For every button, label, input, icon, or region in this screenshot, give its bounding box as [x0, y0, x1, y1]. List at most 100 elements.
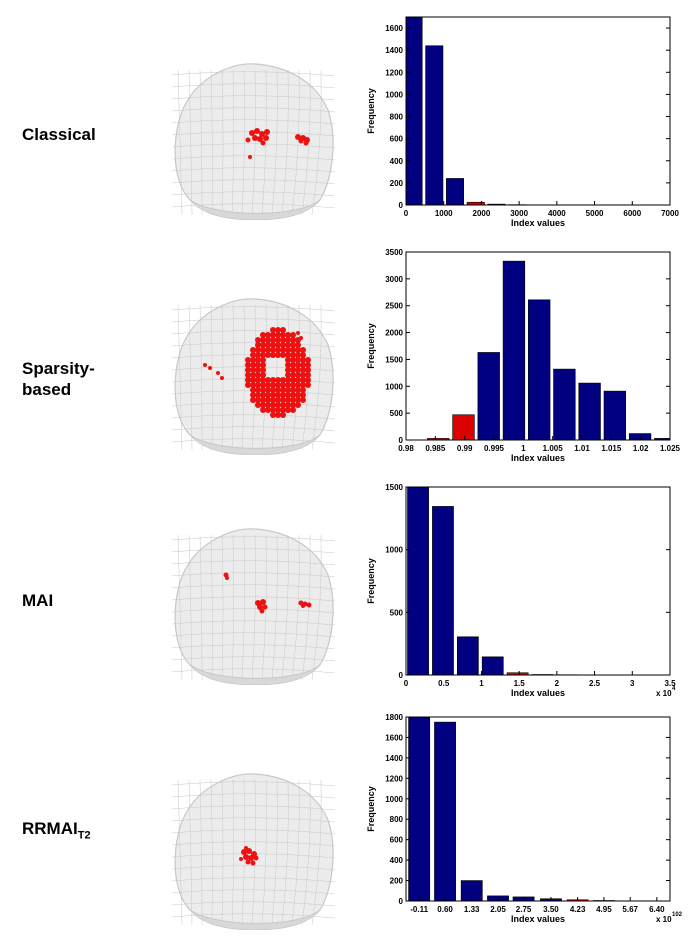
- histogram-bar: [553, 368, 576, 441]
- activation-dot: [255, 357, 261, 363]
- x-tick-label: 1000: [435, 209, 453, 218]
- x-tick-label: 0.98: [398, 444, 414, 453]
- histogram-bar: [408, 716, 431, 902]
- x-tick-label: 5.67: [622, 905, 638, 914]
- mesh-line: [171, 143, 336, 149]
- activation-dot: [265, 377, 271, 383]
- brain-base-rim: [189, 199, 321, 220]
- histogram-bar: [528, 299, 551, 441]
- activation-dot: [295, 382, 301, 388]
- brain-image-sparsity: [171, 298, 336, 455]
- mesh-line: [261, 779, 267, 926]
- mesh-line: [171, 536, 336, 542]
- mesh-line: [311, 69, 322, 216]
- mesh-line: [311, 779, 322, 926]
- activation-cluster: [239, 846, 259, 866]
- mesh-line: [171, 83, 336, 89]
- activation-dot: [265, 407, 271, 413]
- mesh-line: [221, 69, 224, 216]
- activation-dot: [295, 347, 301, 353]
- activation-dot: [290, 387, 296, 393]
- activation-dot: [255, 342, 261, 348]
- mesh-line: [210, 534, 213, 681]
- activation-dot: [290, 367, 296, 373]
- activation-dot: [300, 377, 306, 383]
- mesh-line: [171, 668, 336, 674]
- y-tick-label: 1200: [385, 774, 403, 783]
- mesh-line: [271, 779, 278, 926]
- activation-dot: [300, 387, 306, 393]
- mesh-line: [171, 620, 336, 626]
- mesh-line: [231, 69, 235, 216]
- mesh-line: [199, 779, 203, 926]
- activation-dot: [290, 402, 296, 408]
- mesh-line: [171, 71, 336, 77]
- activation-dot: [250, 357, 256, 363]
- activation-dot: [245, 377, 251, 383]
- x-tick-label: 6.40: [649, 905, 665, 914]
- activation-dot: [275, 397, 281, 403]
- brain-image-mai: [171, 528, 336, 685]
- activation-dot: [275, 337, 281, 343]
- x-tick-label: 0.99: [457, 444, 473, 453]
- axes-frame: [405, 251, 671, 441]
- activation-dot: [295, 342, 301, 348]
- activation-dot: [265, 402, 271, 408]
- activation-dot: [260, 397, 266, 403]
- activation-dot: [255, 347, 261, 353]
- x-multiplier-exponent: 4: [672, 686, 676, 692]
- x-tick-label: 1.015: [601, 444, 622, 453]
- activation-dot: [280, 402, 286, 408]
- mesh-line: [171, 829, 336, 835]
- histogram-bar: [502, 260, 526, 441]
- x-tick-label: 1: [521, 444, 526, 453]
- activation-dot: [280, 387, 286, 393]
- mesh-line: [311, 304, 322, 451]
- mesh-line: [291, 534, 300, 681]
- activation-dot: [275, 407, 281, 413]
- y-tick-label: 0: [399, 671, 404, 680]
- activation-dot: [270, 327, 276, 333]
- y-axis-label: Frequency: [366, 558, 376, 604]
- y-tick-label: 500: [390, 608, 404, 617]
- x-tick-label: 0.995: [484, 444, 505, 453]
- activation-dot: [300, 347, 306, 353]
- activation-dot: [280, 347, 286, 353]
- x-tick-label: 2: [555, 679, 560, 688]
- y-tick-label: 0: [399, 436, 404, 445]
- x-tick-label: 7000: [661, 209, 679, 218]
- mesh-line: [171, 596, 336, 602]
- mesh-line: [171, 901, 336, 907]
- y-tick-label: 800: [390, 113, 404, 122]
- mesh-line: [171, 584, 336, 590]
- histogram-mai: 0 500 1000 1500 0 0.5 1 1.5 2 2.5 3 3.5 Index values…: [366, 483, 676, 698]
- mesh-line: [171, 167, 336, 173]
- y-tick-label: 0: [399, 897, 404, 906]
- activation-dot: [285, 347, 291, 353]
- mesh-line: [171, 781, 336, 787]
- activation-dot: [265, 332, 271, 338]
- activation-dot: [285, 377, 291, 383]
- activation-dot: [285, 407, 291, 413]
- mesh-line: [241, 69, 245, 216]
- activation-dot: [270, 352, 276, 358]
- activation-dot: [250, 382, 256, 388]
- activation-dot: [280, 352, 286, 358]
- activation-dot: [275, 347, 281, 353]
- activation-dot: [300, 362, 306, 368]
- activation-dot: [300, 397, 306, 403]
- activation-dot: [245, 357, 251, 363]
- x-multiplier: x 10: [656, 689, 672, 698]
- mesh-line: [171, 330, 336, 336]
- activation-dot: [265, 382, 271, 388]
- activation-dot: [255, 362, 261, 368]
- x-tick-label: 2.05: [490, 905, 506, 914]
- activation-dot: [260, 337, 266, 343]
- y-tick-label: 1600: [385, 24, 403, 33]
- activation-dot: [305, 382, 311, 388]
- activation-dot: [270, 347, 276, 353]
- activation-dot: [250, 372, 256, 378]
- activation-dot: [280, 342, 286, 348]
- activation-dot: [255, 367, 261, 373]
- mesh-line: [171, 318, 336, 324]
